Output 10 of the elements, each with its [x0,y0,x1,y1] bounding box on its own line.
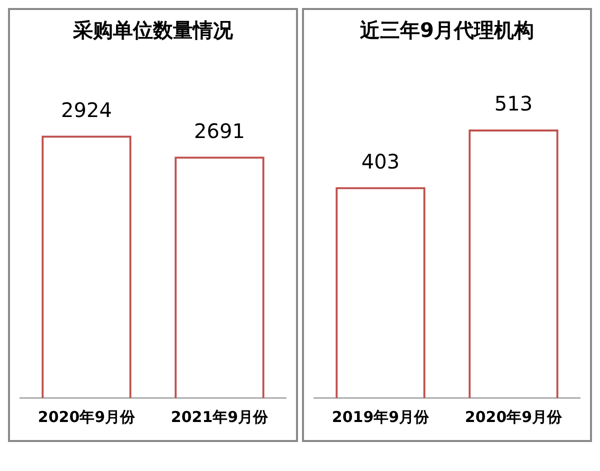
chart-title: 近三年9月代理机构 [359,18,534,42]
x-tick-label: 2020年9月份 [38,408,136,426]
chart-title: 采购单位数量情况 [72,18,234,42]
x-tick-label: 2019年9月份 [332,408,430,426]
x-tick-label: 2021年9月份 [170,408,270,426]
data-label: 403 [361,149,400,174]
data-label: 2691 [194,118,245,143]
data-label: 2924 [61,98,112,122]
x-tick-label: 2020年9月份 [464,408,564,426]
data-label: 513 [494,92,533,116]
